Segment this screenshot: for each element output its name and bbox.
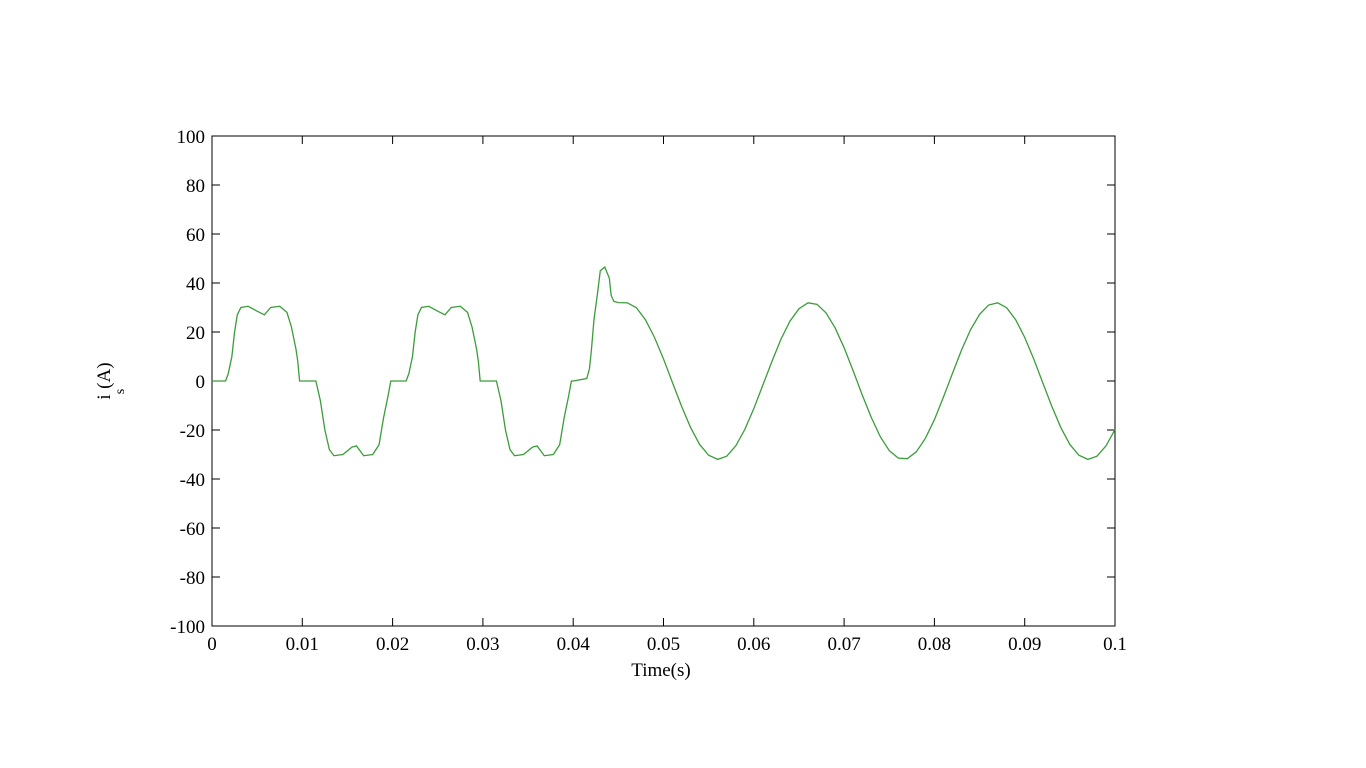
y-label-unit: (A) xyxy=(94,362,115,388)
y-tick-label: 20 xyxy=(186,323,205,344)
y-label-main: i xyxy=(94,394,115,399)
x-tick-label: 0.08 xyxy=(918,634,951,655)
x-tick-label: 0.09 xyxy=(1008,634,1041,655)
y-tick-label: 80 xyxy=(186,176,205,197)
y-tick-label: 0 xyxy=(196,372,206,393)
y-tick-label: -60 xyxy=(180,519,205,540)
y-tick-label: 100 xyxy=(177,127,206,148)
y-tick-label: -20 xyxy=(180,421,205,442)
x-tick-label: 0.05 xyxy=(647,634,680,655)
x-tick-label: 0 xyxy=(207,634,217,655)
x-tick-label: 0.07 xyxy=(827,634,860,655)
x-tick-label: 0.03 xyxy=(466,634,499,655)
data-line xyxy=(212,266,1116,461)
y-label-sub: s xyxy=(113,389,128,394)
x-tick-label: 0.1 xyxy=(1103,634,1127,655)
x-tick-label: 0.01 xyxy=(286,634,319,655)
y-tick-label: -40 xyxy=(180,470,205,491)
y-tick-label: -80 xyxy=(180,568,205,589)
y-axis-label: is(A) xyxy=(94,362,128,399)
y-tick-label: -100 xyxy=(170,617,205,638)
y-tick-label: 40 xyxy=(186,274,205,295)
x-axis-label: Time(s) xyxy=(631,660,690,681)
x-tick-label: 0.04 xyxy=(557,634,591,655)
x-tick-label: 0.06 xyxy=(737,634,770,655)
x-tick-label: 0.02 xyxy=(376,634,409,655)
y-tick-label: 60 xyxy=(186,225,205,246)
